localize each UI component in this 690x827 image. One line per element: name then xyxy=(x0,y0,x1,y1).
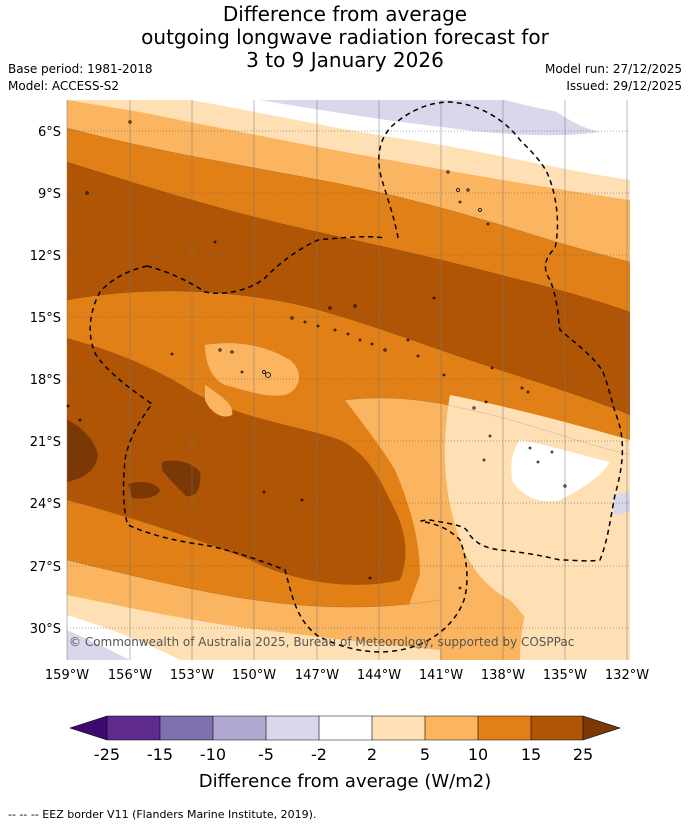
colorbar-tick: 5 xyxy=(419,745,431,764)
longitude-labels: 159°W 156°W 153°W 150°W 147°W 144°W 141°… xyxy=(45,668,649,683)
colorbar-cell xyxy=(70,716,107,740)
lat-label: 15°S xyxy=(30,311,61,326)
issued-date: Issued: 29/12/2025 xyxy=(566,79,682,93)
longitude-gridlines xyxy=(66,100,628,660)
colorbar-tick: 15 xyxy=(520,745,542,764)
lon-label: 153°W xyxy=(170,668,214,683)
olr-anomaly-field xyxy=(67,100,630,660)
model-name: Model: ACCESS-S2 xyxy=(8,79,120,93)
colorbar-cell xyxy=(478,716,531,740)
latitude-gridlines xyxy=(67,130,630,629)
colorbar-tick: -10 xyxy=(199,745,227,764)
title-line-3: 3 to 9 January 2026 xyxy=(246,48,444,72)
colorbar-tick: -25 xyxy=(93,745,121,764)
colorbar-title: Difference from average (W/m2) xyxy=(198,771,492,792)
colorbar-cell xyxy=(213,716,266,740)
eez-legend: -- -- -- EEZ border V11 (Flanders Marine… xyxy=(8,808,317,821)
lon-label: 156°W xyxy=(108,668,152,683)
lon-label: 159°W xyxy=(45,668,89,683)
eez-border xyxy=(89,101,624,653)
colorbar xyxy=(69,715,621,741)
lon-label: 135°W xyxy=(543,668,587,683)
model-run: Model run: 27/12/2025 xyxy=(544,62,682,76)
colorbar-tick: 25 xyxy=(572,745,594,764)
copyright-text: © Commonwealth of Australia 2025, Bureau… xyxy=(69,635,574,649)
lon-label: 147°W xyxy=(295,668,339,683)
colorbar-cell xyxy=(425,716,478,740)
lon-label: 138°W xyxy=(481,668,525,683)
colorbar-tick: -2 xyxy=(311,745,327,764)
colorbar-cell xyxy=(160,716,213,740)
lon-label: 141°W xyxy=(419,668,463,683)
colorbar-tick: -15 xyxy=(146,745,174,764)
lat-label: 30°S xyxy=(30,622,61,637)
colorbar-tick: 10 xyxy=(467,745,489,764)
lon-label: 144°W xyxy=(357,668,401,683)
colorbar-cell xyxy=(372,716,425,740)
colorbar-cell xyxy=(319,716,372,740)
colorbar-cell xyxy=(531,716,583,740)
title-line-1: Difference from average xyxy=(222,2,468,26)
colorbar-cell xyxy=(583,716,620,740)
colorbar-cell xyxy=(266,716,319,740)
lat-label: 9°S xyxy=(38,187,61,202)
title-line-2: outgoing longwave radiation forecast for xyxy=(141,25,549,49)
islands xyxy=(66,120,567,590)
lon-label: 132°W xyxy=(605,668,649,683)
lat-label: 12°S xyxy=(30,249,61,264)
colorbar-cell xyxy=(107,716,160,740)
lat-label: 24°S xyxy=(30,497,61,512)
lon-label: 150°W xyxy=(232,668,276,683)
lat-label: 21°S xyxy=(30,435,61,450)
lat-label: 6°S xyxy=(38,125,61,140)
colorbar-tick: -5 xyxy=(258,745,274,764)
base-period: Base period: 1981-2018 xyxy=(8,62,153,76)
latitude-labels: 6°S 9°S 12°S 15°S 18°S 21°S 24°S 27°S 30… xyxy=(30,125,61,637)
colorbar-tick: 2 xyxy=(366,745,378,764)
contour-lines xyxy=(67,127,630,608)
lat-label: 27°S xyxy=(30,560,61,575)
lat-label: 18°S xyxy=(30,373,61,388)
